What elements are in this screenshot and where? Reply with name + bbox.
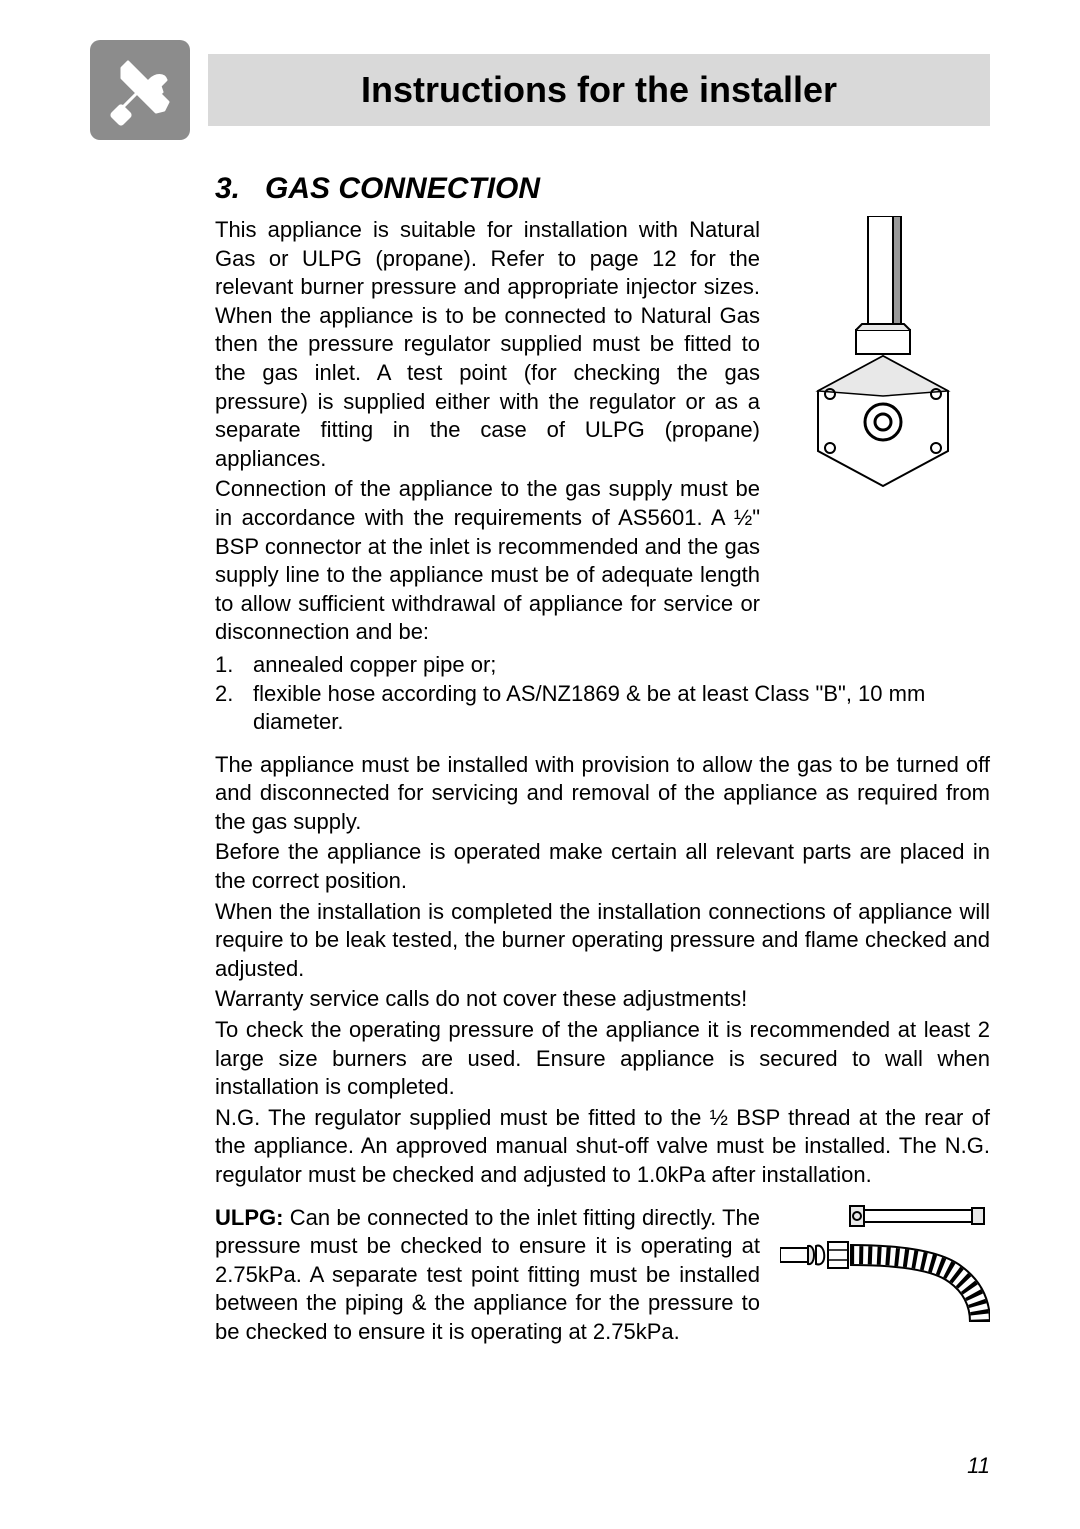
section-number: 3. xyxy=(215,172,240,205)
paragraph-8: N.G. The regulator supplied must be fitt… xyxy=(215,1104,990,1190)
page: Instructions for the installer 3. GAS CO… xyxy=(0,0,1080,1347)
list-item-2: 2. flexible hose according to AS/NZ1869 … xyxy=(215,680,990,737)
section-heading: 3. GAS CONNECTION xyxy=(215,172,990,206)
hose-figure xyxy=(780,1204,990,1347)
regulator-figure xyxy=(780,216,990,649)
paragraph-5: When the installation is completed the i… xyxy=(215,898,990,984)
requirements-list: 1. annealed copper pipe or; 2. flexible … xyxy=(215,651,990,737)
installer-tools-icon xyxy=(90,40,190,140)
ulpg-body: Can be connected to the inlet fitting di… xyxy=(215,1205,760,1344)
flexible-hose-icon xyxy=(780,1204,990,1324)
intro-text-column: This appliance is suitable for installat… xyxy=(215,216,760,649)
title-banner: Instructions for the installer xyxy=(208,54,990,126)
regulator-diagram-icon xyxy=(780,216,990,516)
paragraph-7: To check the operating pressure of the a… xyxy=(215,1016,990,1102)
page-title: Instructions for the installer xyxy=(361,69,837,111)
paragraph-4: Before the appliance is operated make ce… xyxy=(215,838,990,895)
paragraph-1: This appliance is suitable for installat… xyxy=(215,216,760,473)
list-number-1: 1. xyxy=(215,651,253,680)
section-title-text: GAS CONNECTION xyxy=(265,172,540,205)
paragraph-2: Connection of the appliance to the gas s… xyxy=(215,475,760,647)
list-item-1: 1. annealed copper pipe or; xyxy=(215,651,990,680)
intro-row: This appliance is suitable for installat… xyxy=(215,216,990,649)
header-row: Instructions for the installer xyxy=(90,40,990,140)
content-area: 3. GAS CONNECTION This appliance is suit… xyxy=(215,172,990,1347)
list-text-2: flexible hose according to AS/NZ1869 & b… xyxy=(253,680,990,737)
ulpg-row: ULPG: Can be connected to the inlet fitt… xyxy=(215,1204,990,1347)
list-number-2: 2. xyxy=(215,680,253,737)
ulpg-label: ULPG: xyxy=(215,1205,283,1230)
wrench-screwdriver-icon xyxy=(100,50,180,130)
paragraph-6: Warranty service calls do not cover thes… xyxy=(215,985,990,1014)
list-text-1: annealed copper pipe or; xyxy=(253,651,496,680)
ulpg-text-block: ULPG: Can be connected to the inlet fitt… xyxy=(215,1204,760,1347)
page-number: 11 xyxy=(967,1453,990,1479)
paragraph-3: The appliance must be installed with pro… xyxy=(215,751,990,837)
